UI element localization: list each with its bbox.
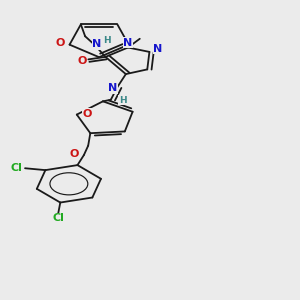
Text: Cl: Cl [11, 163, 22, 172]
Text: N: N [92, 39, 101, 50]
Text: N: N [108, 83, 118, 94]
Text: O: O [70, 149, 79, 159]
Text: N: N [153, 44, 163, 54]
Text: O: O [77, 56, 87, 66]
Text: H: H [103, 35, 111, 44]
Text: O: O [83, 109, 92, 119]
Text: Cl: Cl [52, 213, 64, 223]
Text: O: O [55, 38, 64, 48]
Text: N: N [123, 38, 133, 47]
Text: H: H [119, 96, 126, 105]
